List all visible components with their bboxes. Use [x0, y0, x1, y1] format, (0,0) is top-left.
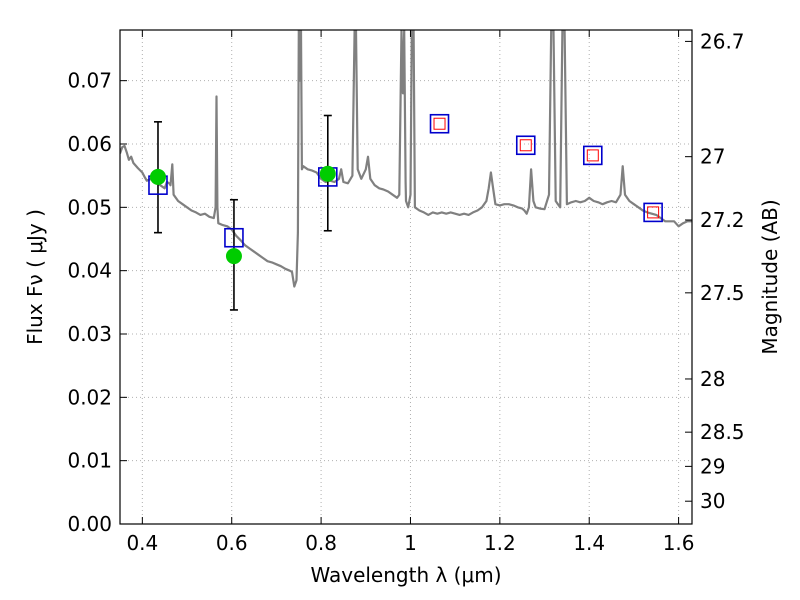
y-tick-label: 0.01	[67, 449, 112, 473]
grid-lines	[120, 30, 692, 524]
magnitude-tick-label: 27	[700, 145, 725, 169]
y-axis-ticks: 0.00 0.01 0.02 0.03 0.04 0.05 0.06 0.07	[67, 69, 127, 536]
model-photometry-inner-box	[519, 139, 532, 152]
model-photometry-inner-box	[586, 149, 599, 162]
sed-spectrum-layer	[120, 30, 692, 288]
observed-photometry-point	[225, 248, 242, 265]
x-tick-label: 1.2	[484, 531, 516, 555]
model-photometry-box	[643, 202, 663, 223]
magnitude-tick-label: 28	[700, 367, 725, 391]
y-tick-label: 0.03	[67, 322, 112, 346]
y-tick-label: 0.05	[67, 195, 112, 219]
sed-spectrum-line	[120, 30, 692, 288]
y-tick-label: 0.02	[67, 385, 112, 409]
magnitude-tick-label: 30	[700, 489, 725, 513]
model-photometry-box	[515, 135, 536, 156]
model-photometry-inner-box	[433, 117, 446, 130]
plot-frame	[119, 29, 693, 525]
magnitude-axis-label: Magnitude (AB)	[758, 199, 782, 354]
x-axis-ticks: 0.4 0.6 0.8 1 1.2 1.4 1.6	[126, 30, 695, 555]
x-axis-label: Wavelength λ (μm)	[310, 563, 501, 587]
x-tick-label: 1	[404, 531, 417, 555]
model-photometry-box	[429, 113, 450, 134]
x-tick-label: 1.6	[663, 531, 695, 555]
magnitude-tick-label: 29	[700, 454, 725, 478]
observed-photometry-point	[149, 168, 166, 185]
model-photometry-inner-box	[647, 206, 660, 219]
y-tick-label: 0.07	[67, 69, 112, 93]
observed-photometry-point	[319, 165, 336, 182]
x-tick-label: 0.4	[126, 531, 158, 555]
model-photometry-box	[224, 227, 244, 248]
y-axis-label: Flux Fν ( μJy )	[23, 209, 47, 345]
magnitude-tick-label: 28.5	[700, 420, 745, 444]
y-tick-label: 0.00	[67, 512, 112, 536]
magnitude-axis-ticks: 26.7 27 27.2 27.5 28 28.5 29 30	[685, 29, 745, 513]
magnitude-tick-label: 27.5	[700, 281, 745, 305]
y-tick-label: 0.06	[67, 132, 112, 156]
x-tick-label: 0.8	[305, 531, 337, 555]
x-tick-label: 1.4	[573, 531, 605, 555]
photometry-layer	[148, 113, 663, 311]
model-photometry-box	[582, 145, 603, 166]
x-tick-label: 0.6	[216, 531, 248, 555]
magnitude-tick-label: 26.7	[700, 29, 745, 53]
y-tick-label: 0.04	[67, 259, 112, 283]
magnitude-tick-label: 27.2	[700, 208, 745, 232]
